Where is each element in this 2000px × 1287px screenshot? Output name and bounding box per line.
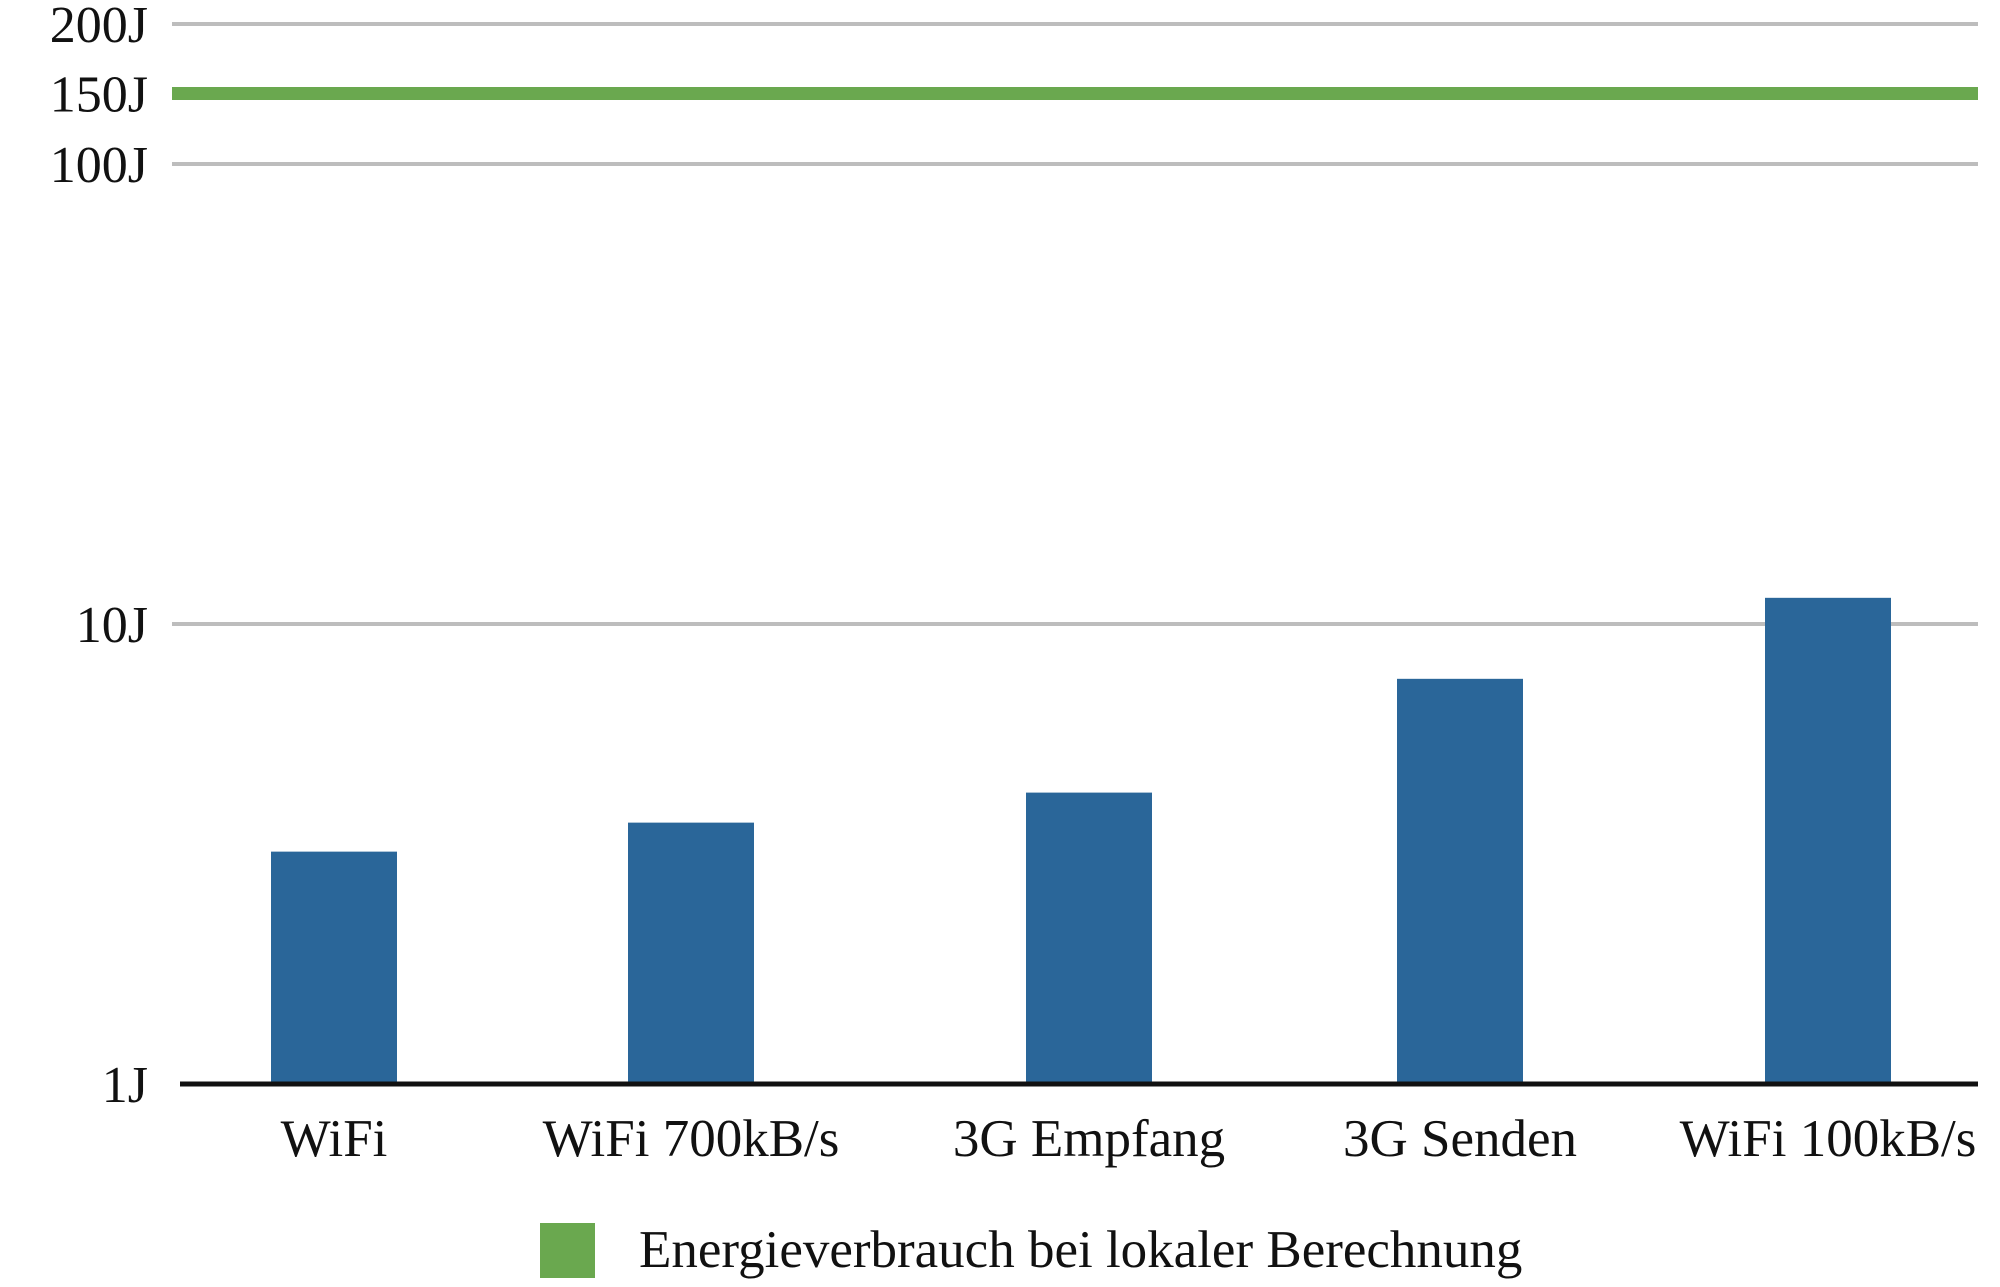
x-axis-labels: WiFi WiFi 700kB/s 3G Empfang 3G Senden WiFi … [281,1110,1977,1168]
bar-0 [271,851,397,1084]
x-tick-label: 3G Senden [1343,1110,1577,1168]
bar-2 [1026,792,1152,1084]
x-tick-label: 3G Empfang [953,1110,1225,1168]
y-tick-label: 200J [50,0,148,54]
legend-swatch [540,1222,595,1278]
y-tick-label: 1J [102,1057,148,1114]
legend-label: Energieverbrauch bei lokaler Berechnung [639,1221,1523,1279]
bar-layer [271,597,1891,1084]
y-tick-label: 100J [50,137,148,194]
bar-3 [1397,678,1523,1084]
y-tick-label: 150J [50,67,148,124]
y-axis-ticks: 1J 10J 100J 150J 200J [50,0,148,1114]
bar-1 [628,822,754,1084]
bar-4 [1765,597,1891,1084]
x-tick-label: WiFi [281,1110,388,1168]
x-tick-label: WiFi 700kB/s [543,1110,840,1168]
y-tick-label: 10J [76,597,148,654]
grid-layer [172,22,1978,626]
legend: Energieverbrauch bei lokaler Berechnung [540,1221,1523,1279]
x-tick-label: WiFi 100kB/s [1680,1110,1977,1168]
